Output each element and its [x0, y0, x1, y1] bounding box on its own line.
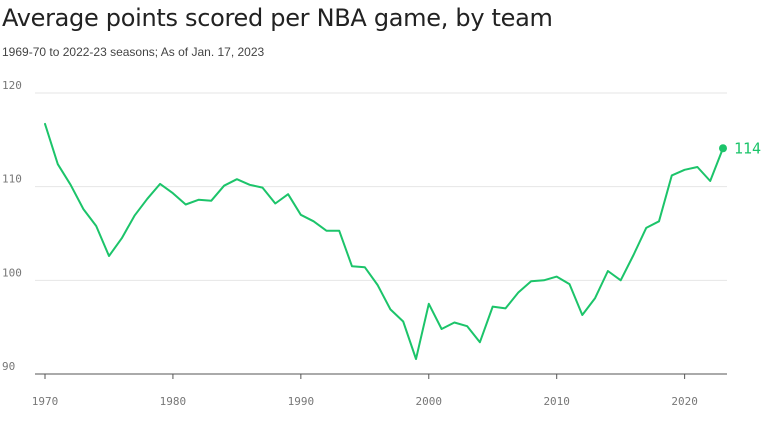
- x-tick-label: 2020: [671, 395, 698, 408]
- x-tick-label: 2010: [543, 395, 570, 408]
- x-axis-ticks: 1970 1980 1990 2000 2010 2020: [32, 374, 698, 408]
- y-tick-label: 120: [2, 79, 22, 92]
- y-axis-labels: 90 100 110 120: [2, 79, 22, 373]
- chart-subtitle: 1969-70 to 2022-23 seasons; As of Jan. 1…: [2, 45, 265, 59]
- x-tick-label: 2000: [416, 395, 443, 408]
- end-point-label: 114: [734, 139, 761, 157]
- end-point-marker: [719, 144, 727, 153]
- y-tick-label: 90: [2, 360, 15, 373]
- x-tick-label: 1980: [160, 395, 187, 408]
- y-tick-label: 110: [2, 173, 22, 186]
- gridlines: [35, 92, 727, 281]
- x-tick-label: 1970: [32, 395, 59, 408]
- y-tick-label: 100: [2, 266, 22, 279]
- series-line: [44, 122, 724, 360]
- chart-title: Average points scored per NBA game, by t…: [2, 4, 553, 32]
- x-tick-label: 1990: [288, 395, 315, 408]
